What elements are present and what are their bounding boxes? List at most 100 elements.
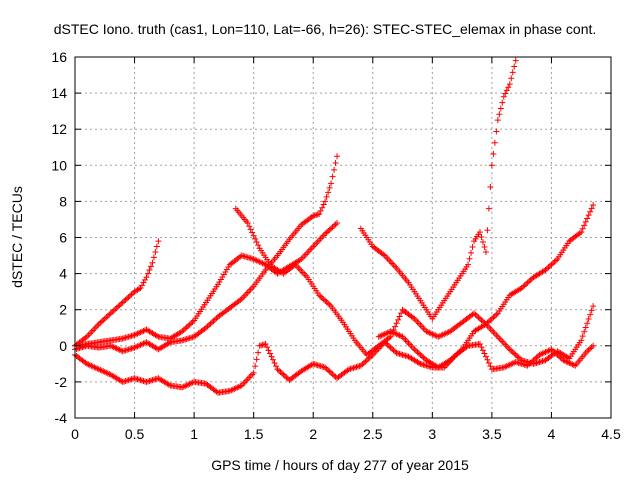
data-point: [243, 377, 250, 384]
data-point: [304, 249, 311, 256]
data-point: [536, 351, 543, 358]
data-point: [506, 81, 513, 88]
data-point: [152, 248, 159, 255]
data-point: [255, 258, 262, 265]
data-point: [328, 369, 335, 376]
data-point: [139, 341, 145, 348]
data-point: [136, 329, 143, 336]
data-point: [500, 93, 507, 100]
data-point: [395, 331, 402, 338]
data-point: [91, 325, 98, 332]
data-point: [153, 243, 160, 250]
data-point: [320, 201, 327, 208]
data-point: [134, 330, 141, 337]
data-point: [503, 87, 510, 94]
data-point: [515, 354, 522, 361]
data-point: [252, 235, 259, 242]
y-tick-label: -4: [55, 410, 68, 426]
data-point: [226, 387, 233, 394]
data-point: [133, 343, 140, 350]
data-point: [581, 222, 588, 229]
data-point: [390, 262, 397, 269]
data-point: [131, 344, 138, 351]
data-point: [509, 69, 516, 76]
data-point: [188, 380, 195, 387]
data-point: [113, 345, 120, 352]
data-point: [137, 329, 144, 336]
data-point: [211, 316, 218, 323]
data-point: [497, 105, 504, 112]
data-point: [331, 166, 338, 173]
data-point: [438, 332, 445, 339]
data-point: [552, 257, 559, 264]
data-point: [86, 330, 93, 337]
data-point: [116, 346, 123, 353]
data-point: [417, 351, 424, 358]
data-point: [502, 363, 509, 370]
data-point: [567, 360, 574, 367]
data-point: [85, 332, 92, 339]
data-point: [468, 249, 475, 256]
data-point: [82, 334, 89, 341]
data-point: [543, 265, 550, 272]
data-point: [275, 367, 282, 374]
data-point: [329, 224, 336, 231]
data-point: [185, 381, 192, 388]
data-point: [109, 343, 116, 350]
data-point: [232, 385, 239, 392]
data-point: [323, 229, 330, 236]
data-point: [359, 361, 366, 368]
series-6: [357, 57, 519, 322]
data-point: [412, 347, 419, 354]
data-point: [153, 332, 160, 339]
data-point: [484, 227, 491, 234]
x-tick-label: 3.5: [482, 426, 502, 442]
data-point: [280, 371, 287, 378]
data-point: [89, 363, 96, 370]
data-point: [103, 314, 110, 321]
data-point: [587, 311, 594, 318]
data-point: [165, 381, 172, 388]
data-point: [590, 303, 597, 310]
data-point: [576, 230, 583, 237]
data-point: [520, 283, 527, 290]
data-point: [95, 321, 102, 328]
data-point: [104, 370, 111, 377]
data-point: [140, 279, 147, 286]
data-point: [323, 365, 330, 372]
data-point: [503, 343, 510, 350]
data-point: [128, 291, 135, 298]
data-point: [326, 184, 333, 191]
data-point: [545, 264, 552, 271]
data-point: [523, 280, 530, 287]
data-point: [579, 225, 586, 232]
data-point: [490, 329, 497, 336]
data-point: [316, 292, 323, 299]
data-point: [491, 330, 498, 337]
data-point: [511, 63, 518, 70]
y-tick-label: 8: [59, 193, 67, 209]
data-point: [485, 318, 492, 325]
data-point: [244, 220, 251, 227]
data-point: [508, 75, 515, 82]
data-point: [149, 259, 156, 266]
data-point: [131, 331, 138, 338]
data-point: [420, 354, 427, 361]
data-point: [264, 344, 271, 351]
data-point: [322, 230, 329, 237]
data-point: [314, 238, 321, 245]
data-point: [253, 356, 260, 363]
data-point: [207, 320, 214, 327]
data-point: [447, 357, 454, 364]
data-point: [329, 173, 336, 180]
data-point: [451, 353, 458, 360]
data-point: [584, 348, 591, 355]
data-point: [393, 331, 400, 338]
data-point: [560, 357, 567, 364]
chart-title: dSTEC Iono. truth (cas1, Lon=110, Lat=-6…: [54, 21, 597, 37]
data-point: [500, 340, 507, 347]
data-point: [204, 323, 211, 330]
data-point: [325, 367, 332, 374]
data-point: [414, 349, 421, 356]
